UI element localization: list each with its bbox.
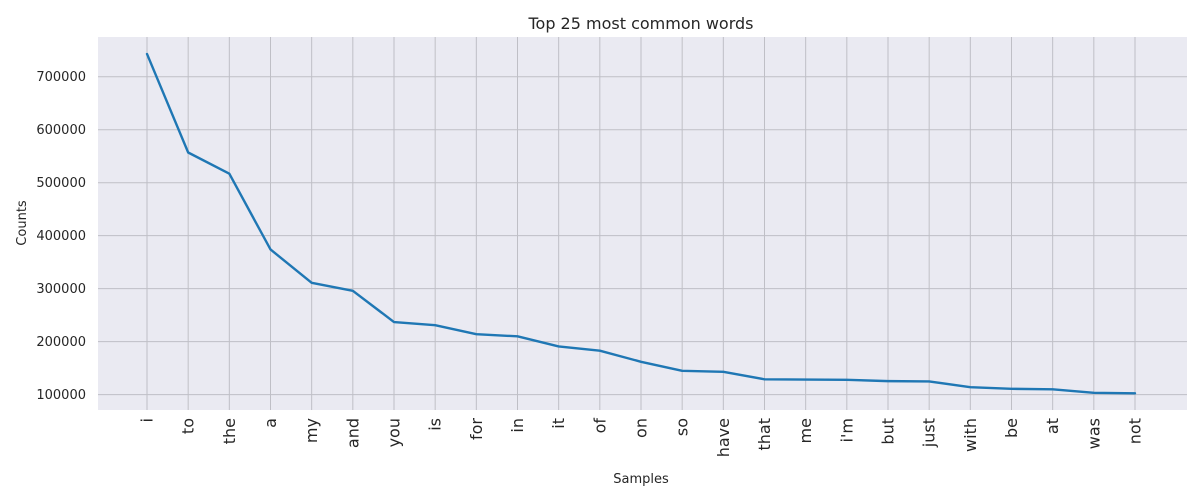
x-axis-ticks: i to the a my and you is for in it of on so have that me… xyxy=(138,418,1145,458)
x-tick-label: i'm xyxy=(837,418,856,442)
x-tick-label: the xyxy=(220,418,239,444)
y-axis-label: Counts xyxy=(15,200,30,246)
x-tick-label: be xyxy=(1002,418,1021,438)
x-tick-label: for xyxy=(467,418,486,440)
y-gridlines xyxy=(98,76,1187,396)
x-tick-label: you xyxy=(385,418,404,447)
x-tick-label: but xyxy=(879,418,898,445)
y-tick-label: 700000 xyxy=(36,70,86,85)
x-tick-label: and xyxy=(343,418,362,448)
x-tick-label: just xyxy=(920,418,939,448)
y-tick-label: 600000 xyxy=(36,123,86,138)
x-tick-label: at xyxy=(1043,418,1062,434)
x-gridlines xyxy=(146,37,1136,410)
y-tick-label: 300000 xyxy=(36,282,86,297)
y-tick-label: 500000 xyxy=(36,176,86,191)
x-tick-label: not xyxy=(1126,418,1145,444)
x-tick-label: have xyxy=(714,418,733,457)
x-tick-label: i xyxy=(138,418,157,422)
x-axis-label: Samples xyxy=(613,472,669,487)
x-tick-label: a xyxy=(261,418,280,428)
y-tick-label: 200000 xyxy=(36,335,86,350)
x-tick-label: with xyxy=(961,418,980,452)
y-tick-label: 100000 xyxy=(36,388,86,403)
x-tick-label: in xyxy=(508,418,527,433)
x-tick-label: is xyxy=(426,418,445,431)
x-tick-label: it xyxy=(549,418,568,429)
x-tick-label: was xyxy=(1084,418,1103,449)
x-tick-label: on xyxy=(632,418,651,438)
x-tick-label: so xyxy=(673,418,692,436)
x-tick-label: me xyxy=(796,418,815,443)
y-tick-label: 400000 xyxy=(36,229,86,244)
chart-title: Top 25 most common words xyxy=(527,14,753,33)
x-tick-label: to xyxy=(179,418,198,434)
x-tick-label: my xyxy=(302,418,321,443)
plot-area xyxy=(98,37,1187,410)
x-tick-label: that xyxy=(755,418,774,451)
x-tick-label: of xyxy=(590,418,609,434)
y-axis-ticks: 100000 200000 300000 400000 500000 600000 7000… xyxy=(36,70,86,403)
series-line xyxy=(145,52,1137,395)
